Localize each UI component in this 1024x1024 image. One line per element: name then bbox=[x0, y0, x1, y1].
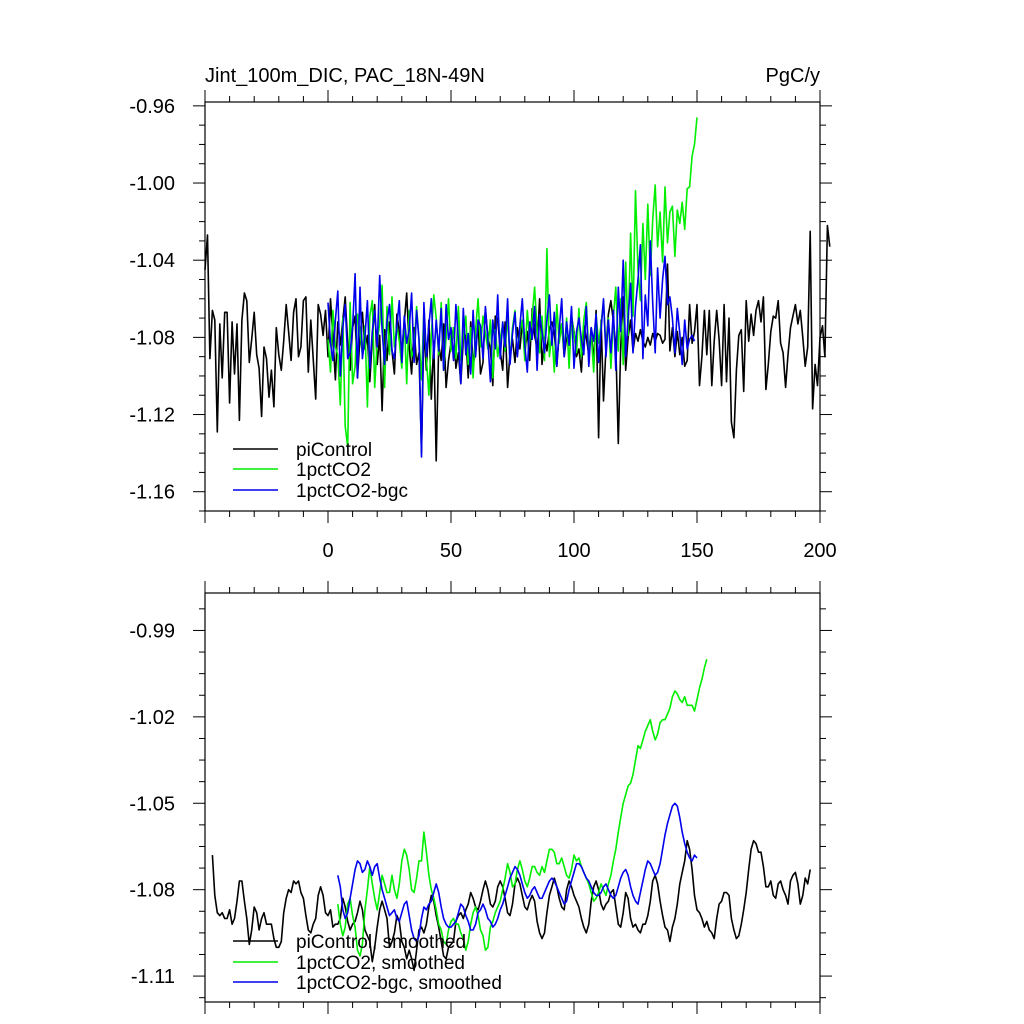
bottom-y-tick-label: -1.11 bbox=[131, 966, 175, 988]
top-x-tick-label: 200 bbox=[803, 540, 836, 562]
bottom-y-tick-label: -0.99 bbox=[129, 620, 175, 642]
bottom-panel-legend: piControl, smoothed 1pctCO2, smoothed 1p… bbox=[233, 932, 502, 994]
legend-label-1pctco2-bgc-smoothed: 1pctCO2-bgc, smoothed bbox=[296, 973, 502, 994]
bottom-panel-frame bbox=[204, 592, 821, 1003]
top-x-tick-label: 50 bbox=[440, 540, 462, 562]
top-panel-legend: piControl 1pctCO2 1pctCO2-bgc bbox=[233, 440, 408, 502]
top-x-tick-label: 150 bbox=[680, 540, 713, 562]
top-panel: Jint_100m_DIC, PAC_18N-49N PgC/y -0.96 -1… bbox=[129, 65, 836, 562]
legend-label-picontrol-smoothed: piControl, smoothed bbox=[296, 932, 466, 953]
top-panel-ticks bbox=[193, 90, 832, 523]
bottom-panel: -0.99 -1.02 -1.05 -1.08 -1.11 piControl, smo… bbox=[129, 581, 832, 1014]
top-panel-title-left: Jint_100m_DIC, PAC_18N-49N bbox=[205, 65, 485, 87]
top-y-tick-label: -1.16 bbox=[129, 482, 175, 504]
top-x-tick-label: 0 bbox=[322, 540, 333, 562]
bottom-panel-y-tick-labels: -0.99 -1.02 -1.05 -1.08 -1.11 bbox=[129, 620, 175, 988]
top-panel-x-tick-labels: 0 50 100 150 200 bbox=[322, 540, 836, 562]
top-y-tick-label: -1.04 bbox=[129, 250, 175, 272]
bottom-y-tick-label: -1.08 bbox=[129, 880, 175, 902]
legend-label-1pctco2-bgc: 1pctCO2-bgc bbox=[296, 481, 408, 502]
bottom-y-tick-label: -1.05 bbox=[129, 793, 175, 815]
top-panel-title-right: PgC/y bbox=[766, 65, 820, 87]
top-panel-frame bbox=[204, 101, 821, 512]
top-x-tick-label: 100 bbox=[557, 540, 590, 562]
series-line-1pctco2-bgc bbox=[327, 240, 696, 458]
bottom-panel-series-lines bbox=[211, 658, 811, 972]
top-y-tick-label: -0.96 bbox=[129, 96, 175, 118]
series-line-1pctco2-smoothed bbox=[337, 658, 708, 957]
top-panel-series-lines bbox=[204, 117, 831, 462]
top-y-tick-label: -1.12 bbox=[129, 405, 175, 427]
top-y-tick-label: -1.00 bbox=[129, 173, 175, 195]
series-line-1pctco2-bgc-smoothed bbox=[337, 802, 698, 943]
legend-label-1pctco2-smoothed: 1pctCO2, smoothed bbox=[296, 953, 465, 974]
bottom-panel-ticks bbox=[193, 581, 832, 1014]
series-line-picontrol bbox=[204, 224, 831, 462]
legend-label-1pctco2: 1pctCO2 bbox=[296, 460, 371, 481]
bottom-y-tick-label: -1.02 bbox=[129, 707, 175, 729]
legend-label-picontrol: piControl bbox=[296, 440, 372, 461]
top-y-tick-label: -1.08 bbox=[129, 327, 175, 349]
series-line-picontrol-smoothed bbox=[211, 839, 811, 972]
top-panel-y-tick-labels: -0.96 -1.00 -1.04 -1.08 -1.12 -1.16 bbox=[129, 96, 175, 504]
